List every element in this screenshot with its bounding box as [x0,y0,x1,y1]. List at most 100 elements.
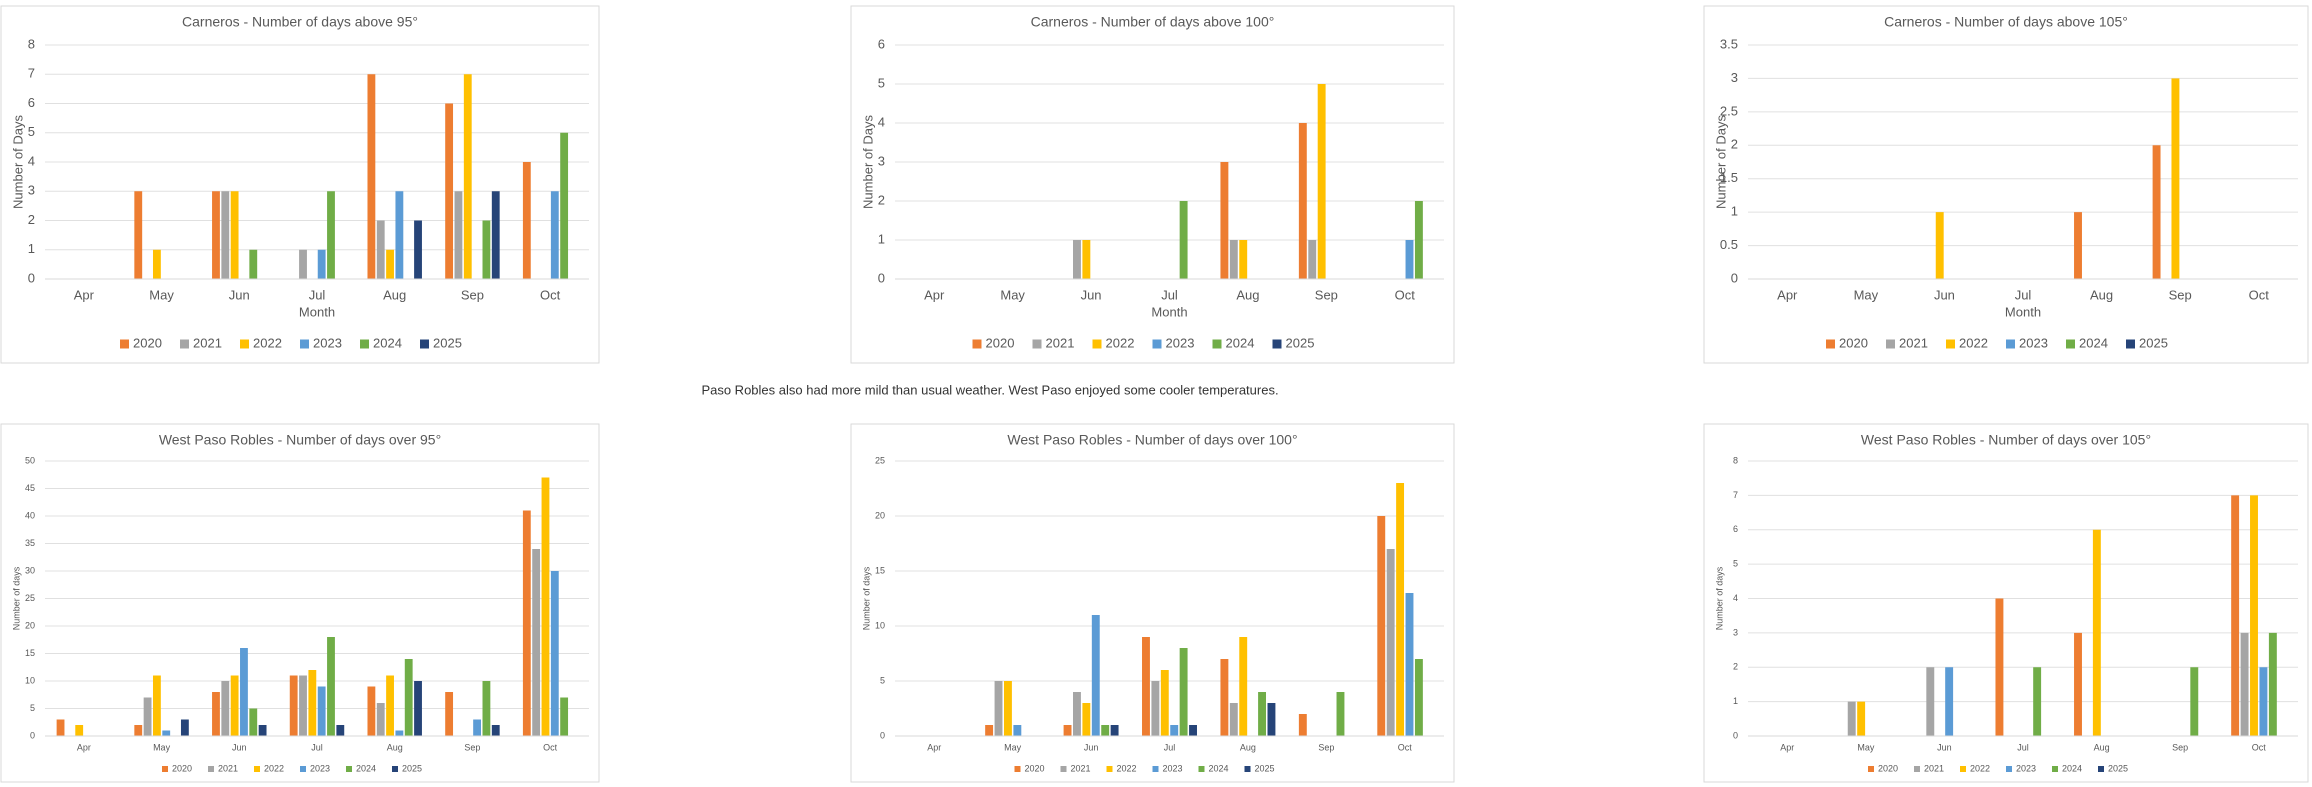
y-tick-label: 5 [28,124,35,139]
legend-swatch [162,766,168,772]
legend-swatch [300,766,306,772]
y-tick-label: 3 [878,153,885,168]
y-tick-label: 3 [1733,627,1738,637]
legend-swatch [208,766,214,772]
bar [1220,162,1229,279]
legend-swatch [2098,766,2104,772]
y-tick-label: 5 [30,703,35,713]
bar [1377,516,1386,736]
x-tick-label: Oct [1398,742,1413,752]
bar [1239,637,1248,736]
x-tick-label: Sep [1318,742,1334,752]
y-tick-label: 2 [1733,662,1738,672]
x-axis-label: Month [2005,304,2041,319]
y-tick-label: 6 [28,95,35,110]
bar [1082,703,1091,736]
legend-swatch [1960,766,1966,772]
bar [221,191,230,279]
legend-swatch [392,766,398,772]
y-axis-label: Number of days [861,566,871,630]
x-tick-label: Apr [77,742,91,752]
x-tick-label: Oct [540,287,561,302]
legend-swatch [1946,339,1955,349]
bar [1013,725,1022,736]
note-text: Paso Robles also had more mild than usua… [701,382,1278,397]
x-tick-label: Apr [927,742,941,752]
bar [491,191,500,279]
bar [2074,212,2082,279]
legend-swatch [120,339,129,349]
legend-swatch [1092,339,1102,349]
bar [1414,659,1423,736]
x-tick-label: Jul [309,287,326,302]
y-tick-label: 7 [1733,490,1738,500]
legend-swatch [2006,766,2012,772]
bar [1267,703,1276,736]
y-tick-label: 6 [878,36,885,51]
legend-swatch [2066,339,2075,349]
y-tick-label: 4 [878,114,885,129]
y-tick-label: 25 [875,455,885,465]
bar [299,249,307,279]
y-tick-label: 5 [1733,559,1738,569]
bar [1189,725,1197,736]
legend-label: 2022 [1106,335,1135,350]
bar [299,675,307,736]
x-tick-label: Sep [1315,287,1338,302]
legend-swatch [1826,339,1835,349]
bar [522,162,531,279]
y-tick-label: 2 [28,212,35,227]
y-tick-label: 1.5 [1720,170,1738,185]
bar [1995,598,2004,736]
x-tick-label: Jul [2017,742,2029,752]
legend-label: 2022 [1970,763,1990,773]
legend-label: 2020 [1878,763,1898,773]
legend-label: 2025 [2139,335,2168,350]
bar [1847,701,1856,736]
y-tick-label: 0 [28,270,35,285]
chart-title: West Paso Robles - Number of days over 1… [1861,432,2151,448]
y-tick-label: 2.5 [1720,103,1738,118]
bar [317,249,326,279]
bar [1229,703,1238,736]
bar [985,725,994,736]
bar [1396,483,1405,736]
x-tick-label: Jun [1081,287,1102,302]
bar [463,74,472,279]
bar [327,637,335,736]
legend-label: 2023 [2016,763,2036,773]
legend-label: 2020 [172,763,192,773]
bar [532,549,541,736]
y-tick-label: 1 [28,241,35,256]
y-tick-label: 25 [25,593,35,603]
legend-label: 2020 [1839,335,1868,350]
legend-swatch [1272,339,1282,349]
legend-swatch [1152,339,1162,349]
y-axis-label: Number of Days [860,115,875,209]
x-tick-label: Jul [1161,287,1178,302]
bar [2033,667,2042,736]
legend-swatch [1014,766,1021,772]
bar [386,249,394,279]
legend-swatch [254,766,260,772]
bar [522,510,531,736]
y-tick-label: 0 [30,730,35,740]
x-tick-label: Aug [383,287,406,302]
bar [541,477,550,736]
x-tick-label: May [153,742,171,752]
y-tick-label: 1 [1731,204,1738,219]
legend-label: 2023 [313,335,342,350]
legend-label: 2022 [1959,335,1988,350]
legend-swatch [2052,766,2058,772]
x-tick-label: Apr [924,287,945,302]
y-tick-label: 8 [28,36,35,51]
legend-swatch [1212,339,1222,349]
legend-label: 2022 [1117,763,1137,773]
bar [2259,667,2268,736]
x-tick-label: Apr [1777,287,1798,302]
bar [162,730,171,736]
y-tick-label: 35 [25,538,35,548]
legend-label: 2025 [433,335,462,350]
bar [376,703,385,736]
